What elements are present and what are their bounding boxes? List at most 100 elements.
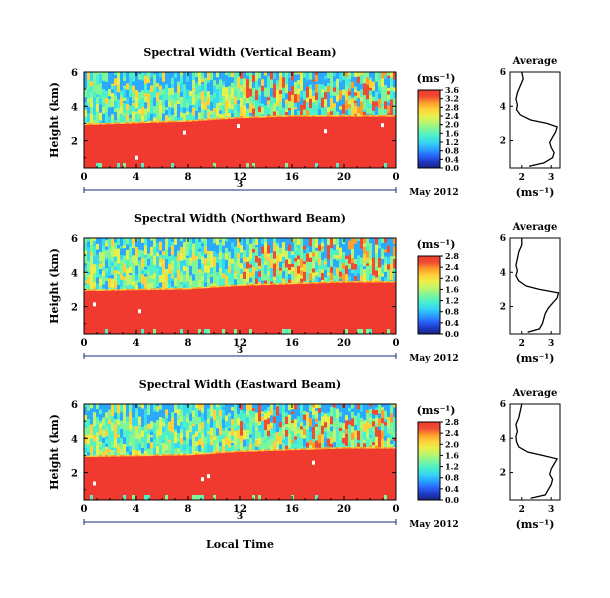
heatmap-cell [297, 72, 301, 75]
heatmap-cell [105, 430, 109, 435]
heatmap-cell [129, 429, 133, 432]
heatmap-cell [198, 92, 202, 100]
heatmap-cell [111, 274, 115, 279]
heatmap-cell [135, 290, 139, 334]
heatmap-cell [213, 266, 217, 276]
heatmap-cell [162, 408, 166, 419]
heatmap-cell [192, 107, 196, 116]
colorbar-tick-label: 0.4 [445, 484, 459, 494]
heatmap-cell [231, 410, 235, 419]
heatmap-cell [264, 83, 268, 88]
heatmap-cell [183, 255, 187, 260]
heatmap-cell [294, 419, 298, 428]
heatmap-cell [153, 117, 157, 123]
heatmap-cell [261, 416, 265, 421]
heatmap-cell [96, 254, 100, 265]
heatmap-cell [90, 245, 94, 253]
heatmap-cell [123, 72, 127, 78]
heatmap-cell [201, 447, 205, 455]
heatmap-cell [240, 72, 244, 79]
heatmap-cell [285, 429, 289, 434]
heatmap-cell [180, 438, 184, 445]
heatmap-cell [387, 72, 391, 76]
heatmap-cell [384, 78, 388, 85]
heatmap-cell [291, 242, 295, 246]
colorbar-unit: (ms⁻¹) [417, 238, 456, 251]
heatmap-cell [270, 105, 274, 114]
heatmap-cell [285, 109, 289, 112]
heatmap-cell [372, 86, 376, 91]
heatmap-cell [180, 112, 184, 118]
heatmap-cell [201, 104, 205, 110]
heatmap-cell [123, 456, 127, 500]
heatmap-cell [276, 80, 280, 85]
heatmap-cell [165, 259, 169, 269]
heatmap-cell [165, 122, 169, 168]
heatmap-cell [174, 256, 178, 264]
heatmap-cell [222, 81, 226, 85]
heatmap-cell [105, 404, 109, 413]
heatmap-cell [342, 104, 346, 115]
heatmap-cell [150, 278, 154, 283]
heatmap-cell [222, 253, 226, 259]
heatmap-cell [102, 447, 106, 453]
heatmap-cell [261, 439, 265, 449]
heatmap-cell [108, 98, 112, 108]
heatmap-cell [309, 238, 313, 247]
heatmap-cell [339, 116, 343, 168]
heatmap-cell [99, 427, 103, 436]
heatmap-cell [168, 289, 172, 334]
heatmap-cell [312, 256, 316, 261]
heatmap-cell [390, 86, 394, 91]
heatmap-cell [378, 282, 382, 334]
heatmap-cell [168, 439, 172, 443]
heatmap-cell [201, 245, 205, 253]
heatmap-cell [282, 98, 286, 108]
heatmap-cell [129, 238, 133, 248]
heatmap-cell [90, 124, 94, 168]
heatmap-cell [333, 103, 337, 108]
heatmap-cell [114, 431, 118, 439]
heatmap-cell [390, 99, 394, 108]
heatmap-cell [303, 414, 307, 421]
heatmap-cell [171, 241, 175, 246]
heatmap-cell [387, 113, 391, 117]
heatmap-cell [141, 329, 144, 334]
heatmap-cell [225, 407, 229, 416]
heatmap-cell [183, 238, 187, 243]
heatmap-cell [234, 85, 238, 91]
heatmap-cell [381, 407, 385, 411]
heatmap-cell [393, 79, 397, 88]
heatmap-cell [240, 85, 244, 88]
heatmap-cell [210, 244, 214, 249]
heatmap-cell [93, 426, 97, 435]
heatmap-cell [147, 414, 151, 424]
heatmap-cell [192, 88, 196, 91]
heatmap-cell [84, 425, 88, 428]
heatmap-cell [318, 78, 322, 85]
heatmap-cell [180, 271, 184, 276]
heatmap-cell [381, 258, 385, 265]
heatmap-cell [246, 244, 250, 251]
heatmap-cell [357, 83, 361, 92]
heatmap-cell [276, 276, 280, 284]
heatmap-cell [237, 100, 241, 105]
heatmap-cell [204, 282, 208, 289]
heatmap-cell [192, 434, 196, 442]
heatmap-cell [174, 244, 178, 248]
heatmap-cell [159, 266, 163, 276]
heatmap-cell [198, 78, 202, 86]
heatmap-cell [330, 95, 334, 99]
heatmap-cell [204, 91, 208, 97]
heatmap-cell [300, 404, 304, 414]
profile-x-label: (ms⁻¹) [516, 518, 555, 531]
heatmap-cell [336, 408, 340, 419]
heatmap-cell [390, 448, 394, 500]
heatmap-cell [129, 85, 133, 92]
heatmap-cell [303, 264, 307, 272]
heatmap-cell [381, 404, 385, 408]
heatmap-cell [117, 419, 121, 426]
heatmap-cell [291, 116, 295, 168]
heatmap-cell [198, 72, 202, 79]
heatmap-cell [333, 96, 337, 104]
